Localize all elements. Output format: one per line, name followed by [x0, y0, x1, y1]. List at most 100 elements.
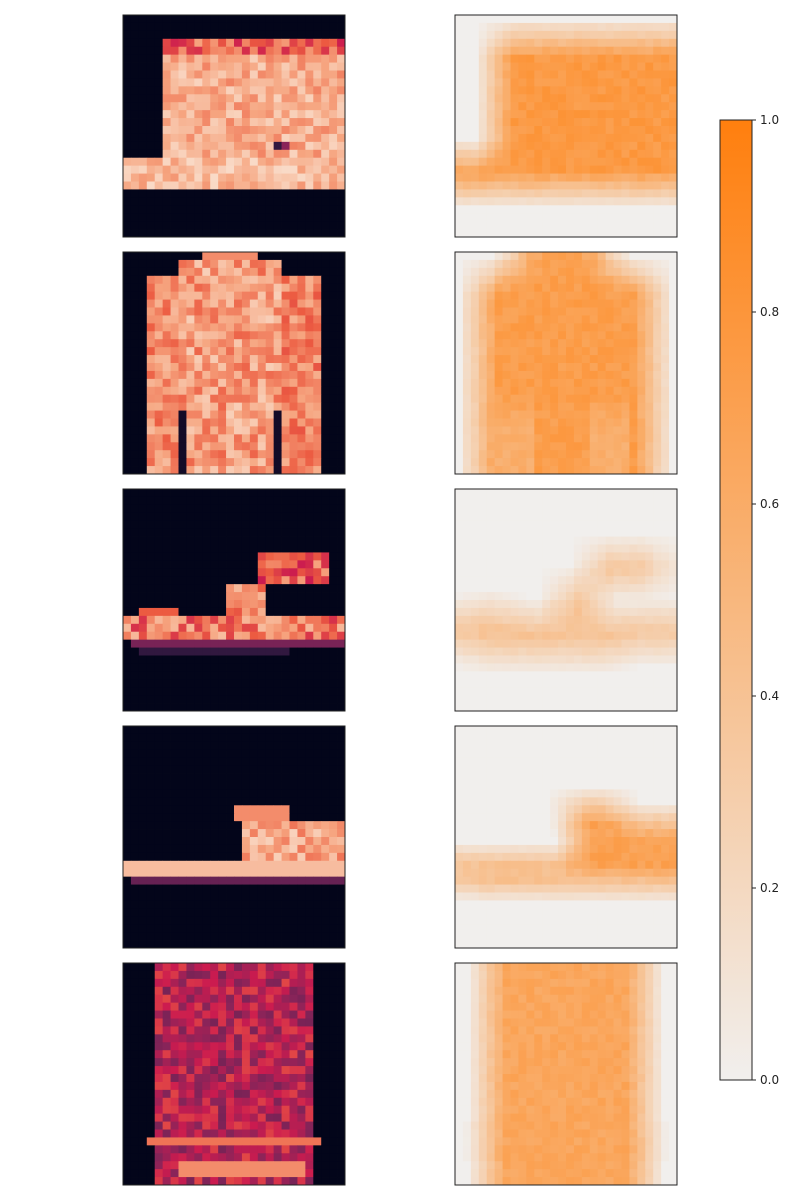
- heatmap-cell: [566, 600, 575, 609]
- heatmap-cell: [249, 157, 259, 167]
- heatmap-cell: [265, 466, 275, 475]
- heatmap-cell: [154, 552, 164, 561]
- heatmap-cell: [170, 757, 179, 767]
- heatmap-cell: [146, 679, 156, 688]
- heatmap-cell: [486, 299, 496, 308]
- heatmap-cell: [170, 679, 179, 688]
- heatmap-cell: [305, 315, 314, 324]
- heatmap-cell: [550, 70, 559, 79]
- heatmap-cell: [138, 173, 148, 182]
- heatmap-cell: [194, 197, 203, 206]
- heatmap-cell: [589, 259, 599, 269]
- heatmap-cell: [154, 741, 164, 751]
- heatmap-cell: [526, 347, 535, 356]
- heatmap-cell: [542, 102, 551, 111]
- heatmap-cell: [510, 307, 519, 316]
- heatmap-cell: [281, 173, 290, 182]
- heatmap-cell: [542, 315, 551, 324]
- heatmap-cell: [249, 560, 259, 569]
- heatmap-cell: [218, 496, 227, 506]
- heatmap-cell: [186, 94, 195, 103]
- heatmap-cell: [265, 86, 275, 95]
- heatmap-cell: [249, 703, 259, 712]
- heatmap-cell: [178, 307, 187, 316]
- heatmap-cell: [329, 323, 338, 332]
- heatmap-cell: [146, 560, 156, 569]
- heatmap-cell: [265, 173, 275, 182]
- heatmap-cell: [313, 133, 322, 143]
- heatmap-cell: [186, 141, 195, 151]
- heatmap-cell: [146, 141, 156, 151]
- heatmap-cell: [550, 418, 559, 427]
- heatmap-cell: [661, 291, 670, 300]
- heatmap-cell: [138, 15, 148, 24]
- heatmap-cell: [581, 703, 591, 712]
- heatmap-cell: [621, 458, 630, 467]
- heatmap-cell: [257, 741, 267, 751]
- heatmap-cell: [653, 378, 662, 388]
- heatmap-cell: [558, 62, 567, 71]
- heatmap-cell: [337, 363, 346, 372]
- heatmap-cell: [186, 299, 195, 308]
- heatmap-cell: [534, 30, 543, 40]
- heatmap-cell: [321, 141, 330, 151]
- heatmap-cell: [241, 410, 251, 419]
- heatmap-cell: [321, 94, 330, 103]
- heatmap-cell: [542, 442, 551, 451]
- heatmap-cell: [629, 197, 638, 206]
- heatmap-cell: [257, 552, 267, 561]
- heatmap-cell: [337, 299, 346, 308]
- heatmap-cell: [202, 773, 211, 782]
- heatmap-cell: [130, 466, 140, 475]
- heatmap-cell: [162, 149, 171, 159]
- heatmap-cell: [154, 773, 164, 782]
- heatmap-cell: [526, 38, 535, 48]
- heatmap-cell: [210, 315, 219, 324]
- heatmap-cell: [170, 733, 179, 743]
- heatmap-cell: [589, 584, 599, 593]
- heatmap-cell: [123, 552, 132, 561]
- heatmap-cell: [226, 15, 235, 24]
- heatmap-cell: [581, 520, 591, 530]
- heatmap-cell: [210, 512, 219, 522]
- heatmap-cell: [629, 386, 638, 396]
- heatmap-cell: [558, 315, 567, 324]
- heatmap-cell: [550, 576, 559, 585]
- heatmap-cell: [210, 639, 219, 648]
- heatmap-cell: [526, 615, 535, 625]
- heatmap-cell: [313, 528, 322, 537]
- heatmap-cell: [186, 331, 195, 340]
- heatmap-cell: [257, 426, 267, 435]
- heatmap-cell: [249, 426, 259, 435]
- heatmap-cell: [249, 584, 259, 593]
- heatmap-cell: [455, 607, 464, 617]
- heatmap-cell: [218, 544, 227, 553]
- heatmap-cell: [470, 600, 480, 609]
- heatmap-cell: [518, 695, 527, 704]
- heatmap-cell: [653, 410, 662, 419]
- heatmap-cell: [249, 205, 259, 214]
- heatmap-cell: [502, 315, 511, 324]
- heatmap-cell: [510, 323, 519, 332]
- heatmap-cell: [241, 252, 251, 261]
- heatmap-cell: [645, 189, 654, 198]
- heatmap-cell: [313, 797, 322, 806]
- heatmap-cell: [210, 355, 219, 364]
- heatmap-cell: [653, 86, 662, 95]
- heatmap-cell: [265, 623, 275, 633]
- heatmap-cell: [478, 394, 488, 404]
- heatmap-cell: [558, 679, 567, 688]
- heatmap-cell: [305, 687, 314, 696]
- heatmap-cell: [645, 157, 654, 167]
- heatmap-cell: [234, 173, 243, 182]
- heatmap-cell: [534, 78, 543, 87]
- heatmap-cell: [329, 149, 338, 159]
- heatmap-cell: [194, 402, 203, 411]
- heatmap-cell: [162, 165, 171, 174]
- heatmap-cell: [186, 765, 195, 774]
- heatmap-cell: [321, 213, 330, 222]
- heatmap-cell: [313, 442, 322, 451]
- heatmap-cell: [265, 426, 275, 435]
- heatmap-cell: [502, 149, 511, 159]
- heatmap-cell: [502, 418, 511, 427]
